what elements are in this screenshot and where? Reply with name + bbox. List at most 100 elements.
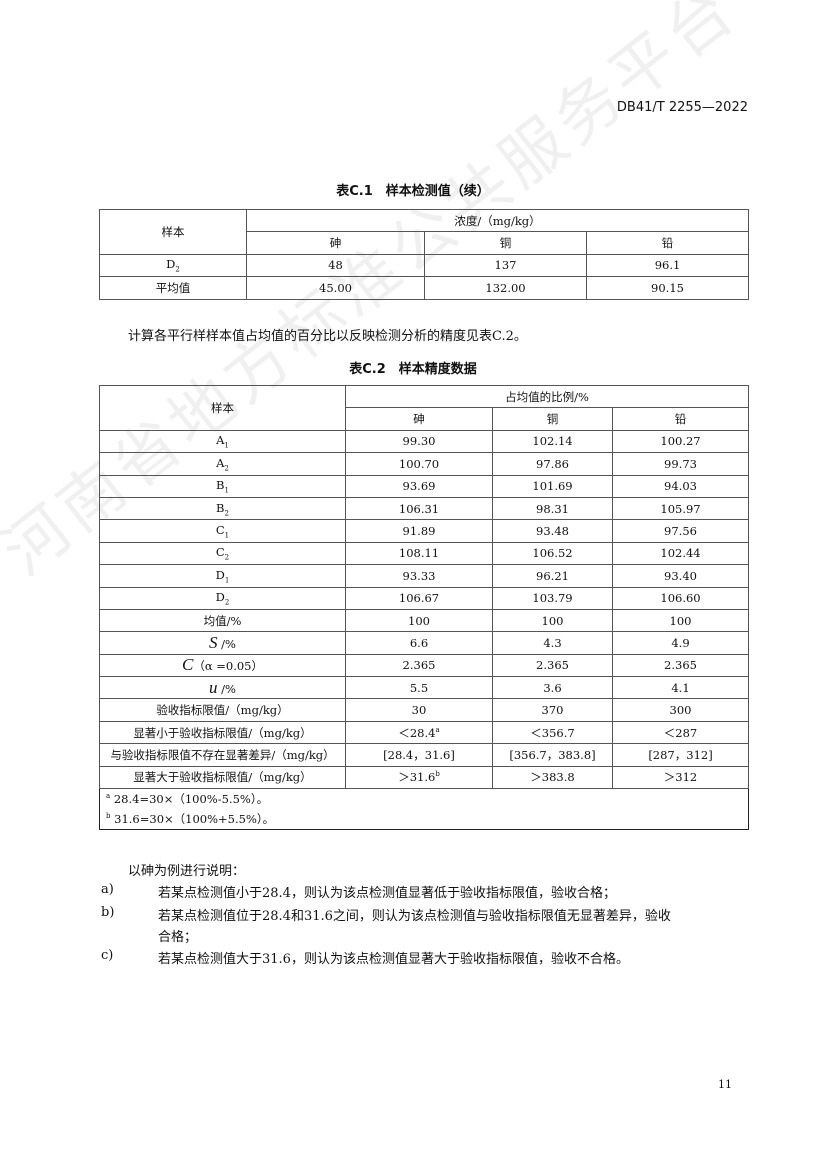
table-row: B1 93.69 101.69 94.03 [99, 474, 750, 498]
row-label: B2 [99, 496, 346, 521]
cell-value: 2.365 [611, 653, 750, 678]
cell-value: 106.31 [345, 496, 493, 521]
cell-value: 99.73 [611, 452, 750, 476]
table-row: 均值/% 100 100 100 [99, 608, 750, 633]
footnote-ref: a [435, 725, 440, 734]
table2-caption: 表C.2 样本精度数据 [349, 362, 477, 377]
limit-row: 显著大于验收指标限值/（mg/kg） ＞31.6b ＞383.8 ＞312 [99, 765, 750, 790]
stat-label: C（α =0.05） [99, 653, 346, 678]
stat-row: C（α =0.05） 2.365 2.365 2.365 [99, 653, 750, 678]
row-label: D2 [99, 253, 247, 278]
item-a-marker: a) [101, 882, 114, 897]
page-number: 11 [718, 1078, 732, 1091]
row-label: D1 [99, 564, 346, 588]
cell-value: 137 [424, 253, 587, 278]
cell-value: 93.69 [345, 474, 493, 498]
cell-value-text: [287，312] [648, 747, 713, 762]
item-a-text: 若某点检测值小于28.4，则认为该点检测值显著低于验收指标限值，验收合格； [158, 886, 616, 901]
row-label: 显著大于验收指标限值/（mg/kg） [99, 765, 346, 790]
cell-value-text: 300 [669, 703, 692, 718]
row-label: 验收指标限值/（mg/kg） [99, 698, 346, 722]
cell-value-text: ＜28.4 [398, 725, 436, 740]
table-row: C2 108.11 106.52 102.44 [99, 541, 750, 566]
row-label-sub: 2 [175, 265, 180, 274]
cell-value: 45.00 [246, 276, 425, 300]
explanation-lead: 以砷为例进行说明： [128, 864, 246, 879]
item-c-marker: c) [101, 948, 114, 963]
cell-value: 90.15 [585, 276, 750, 300]
group-header: 占均值的比例/% [344, 384, 750, 409]
cell-value: ＞383.8 [492, 765, 613, 790]
cell-value-text: 370 [541, 703, 564, 718]
cell-value: 300 [611, 698, 750, 722]
col-header-arsenic: 砷 [345, 407, 493, 431]
cell-value: ＜356.7 [492, 720, 613, 745]
cell-value: 100 [345, 608, 493, 633]
standard-number: DB41/T 2255—2022 [616, 100, 748, 115]
cell-value: ＞312 [611, 765, 750, 790]
item-b-marker: b) [101, 905, 115, 920]
row-label-sub: 2 [224, 508, 229, 517]
table-row: D2 106.67 103.79 106.60 [99, 586, 750, 610]
cell-value: 30 [345, 698, 493, 722]
row-label-text: D [215, 567, 225, 582]
cell-value-text: ＞31.6 [398, 770, 436, 785]
cell-value: 94.03 [611, 474, 750, 498]
footnote-mark: a [106, 792, 111, 801]
stat-symbol: u [209, 677, 218, 697]
row-label-sub: 1 [224, 441, 229, 450]
stat-row: u /% 5.5 3.6 4.1 [99, 676, 750, 700]
row-label: A2 [99, 452, 346, 476]
stat-label: S /% [99, 631, 346, 655]
cell-value: 4.3 [492, 631, 613, 655]
cell-value: [287，312] [611, 743, 750, 767]
col-header-lead: 铅 [585, 231, 750, 255]
stat-suffix: /% [217, 681, 236, 696]
row-label: A1 [99, 429, 346, 454]
cell-value: 5.5 [345, 676, 493, 700]
col-header-arsenic: 砷 [246, 231, 425, 255]
cell-value: ＜28.4a [345, 720, 493, 745]
item-b-text: 若某点检测值位于28.4和31.6之间，则认为该点检测值与验收指标限值无显著差异… [158, 909, 671, 924]
cell-value: 106.52 [492, 541, 613, 566]
cell-value: 100 [611, 608, 750, 633]
cell-value: 102.14 [492, 429, 613, 454]
cell-value-text: ＞312 [663, 770, 698, 785]
cell-value: 101.69 [492, 474, 613, 498]
footnote-ref: b [435, 770, 440, 779]
cell-value: 106.67 [345, 586, 493, 610]
cell-value: 100.27 [611, 429, 750, 454]
row-label-text: B [216, 478, 225, 493]
footnote-text: 28.4=30×（100%-5.5%）。 [113, 792, 269, 807]
cell-value: 6.6 [345, 631, 493, 655]
cell-value: 2.365 [345, 653, 493, 678]
cell-value: 96.1 [585, 253, 750, 278]
item-b-text-cont: 合格； [158, 930, 198, 945]
cell-value: 48 [246, 253, 425, 278]
table-row: A1 99.30 102.14 100.27 [99, 429, 750, 454]
table-row: A2 100.70 97.86 99.73 [99, 452, 750, 476]
cell-value: 97.86 [492, 452, 613, 476]
col-header-sample: 样本 [99, 209, 247, 255]
cell-value-text: ＜287 [663, 725, 698, 740]
row-label-sub: 2 [224, 553, 230, 562]
footnote-mark: b [106, 812, 111, 821]
cell-value-text: 30 [411, 703, 427, 718]
row-label-sub: 1 [224, 531, 230, 540]
row-label: 均值/% [99, 608, 346, 633]
col-header-copper: 铜 [492, 407, 613, 431]
row-label-sub: 1 [224, 575, 230, 584]
stat-label: u /% [99, 676, 346, 700]
stat-symbol: C [181, 655, 194, 675]
cell-value: 108.11 [345, 541, 493, 566]
cell-value: 370 [492, 698, 613, 722]
row-label-text: A [216, 455, 225, 470]
row-label: 显著小于验收指标限值/（mg/kg） [99, 720, 346, 745]
row-label-text: 均值/% [203, 613, 242, 628]
cell-value: 100 [492, 608, 613, 633]
cell-value: ＜287 [611, 720, 750, 745]
row-label-text: C [215, 545, 225, 560]
row-label-sub: 2 [224, 464, 229, 473]
row-label-text: 平均值 [155, 280, 191, 295]
row-label-sub: 1 [224, 486, 229, 495]
